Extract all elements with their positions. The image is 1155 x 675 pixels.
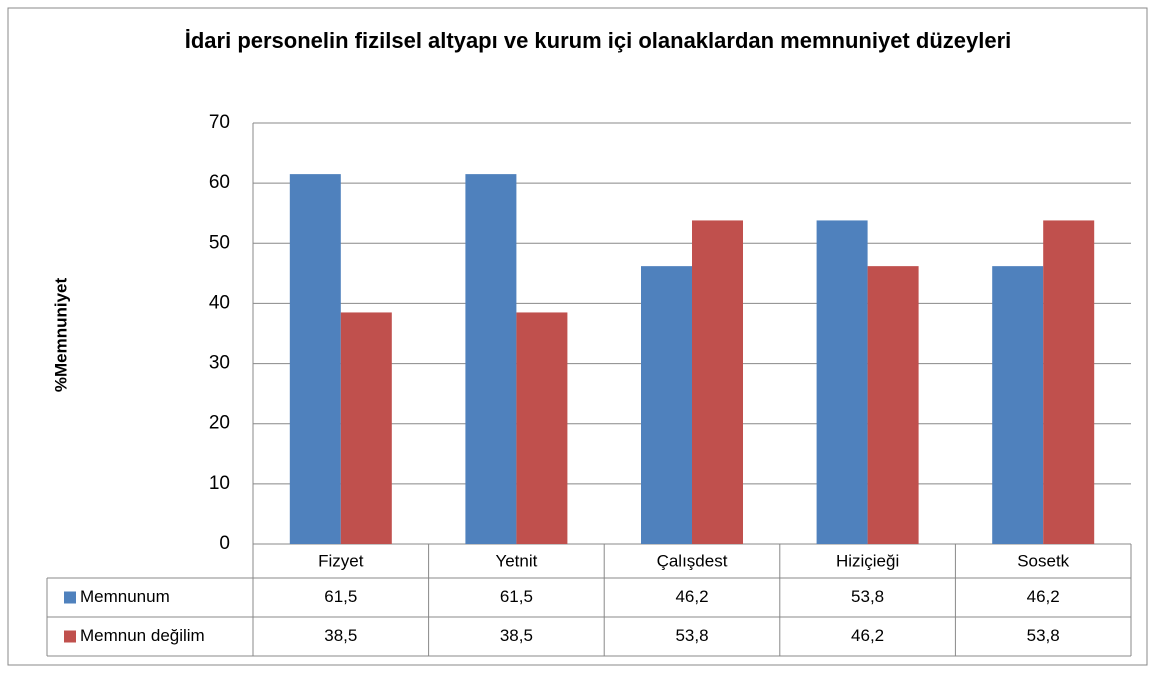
y-tick-label: 70 bbox=[209, 112, 230, 133]
chart-frame bbox=[7, 7, 1148, 666]
legend-label: Memnun değilim bbox=[80, 626, 205, 645]
y-tick-label: 0 bbox=[219, 533, 230, 554]
chart-title: İdari personelin fizilsel altyapı ve kur… bbox=[184, 28, 1012, 53]
data-label: 53,8 bbox=[851, 587, 884, 606]
y-axis-label: %Memnuniyet bbox=[51, 278, 70, 393]
bar bbox=[992, 266, 1044, 544]
data-label: 38,5 bbox=[500, 626, 533, 645]
data-label: 61,5 bbox=[500, 587, 533, 606]
bar bbox=[516, 312, 568, 544]
bar bbox=[867, 266, 919, 544]
data-label: 61,5 bbox=[324, 587, 357, 606]
y-tick-label: 50 bbox=[209, 232, 230, 253]
x-tick-label: Fizyet bbox=[318, 551, 364, 570]
bar bbox=[1043, 220, 1095, 544]
data-label: 46,2 bbox=[675, 587, 708, 606]
data-label: 46,2 bbox=[851, 626, 884, 645]
bar bbox=[340, 312, 392, 544]
y-tick-label: 30 bbox=[209, 353, 230, 374]
y-tick-label: 60 bbox=[209, 172, 230, 193]
data-label: 46,2 bbox=[1027, 587, 1060, 606]
data-label: 38,5 bbox=[324, 626, 357, 645]
y-tick-label: 40 bbox=[209, 292, 230, 313]
bar bbox=[289, 174, 341, 544]
x-tick-label: Sosetk bbox=[1017, 551, 1069, 570]
bar bbox=[692, 220, 743, 544]
legend-swatch bbox=[64, 630, 76, 643]
legend-swatch bbox=[64, 591, 76, 604]
data-label: 53,8 bbox=[1027, 626, 1060, 645]
data-label: 53,8 bbox=[675, 626, 708, 645]
bar bbox=[641, 266, 692, 544]
x-tick-label: Yetnit bbox=[495, 551, 537, 570]
bar bbox=[816, 220, 868, 544]
bar bbox=[465, 174, 517, 544]
y-tick-label: 10 bbox=[209, 473, 230, 494]
x-tick-label: Çalışdest bbox=[657, 551, 728, 570]
x-tick-label: Hiziçieği bbox=[836, 551, 899, 570]
y-tick-label: 20 bbox=[209, 413, 230, 434]
legend-label: Memnunum bbox=[80, 587, 170, 606]
